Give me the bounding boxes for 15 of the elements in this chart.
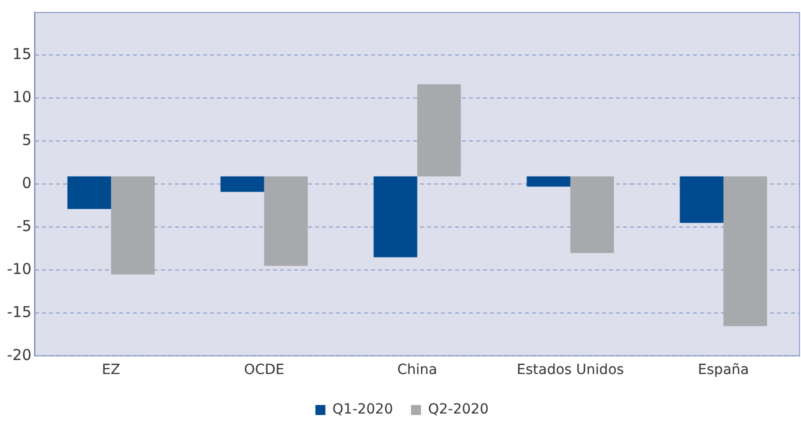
y-tick-label: 5 (22, 130, 32, 149)
legend-label: Q2-2020 (428, 402, 489, 418)
x-tick-label: España (698, 362, 749, 378)
x-tick-label: Estados Unidos (516, 362, 624, 378)
legend-label: Q1-2020 (332, 402, 393, 418)
y-tick-label: -20 (7, 346, 32, 364)
y-tick-label: -15 (7, 303, 32, 322)
x-tick-label: EZ (102, 362, 120, 378)
y-tick-label: 15 (12, 44, 32, 63)
y-tick-label: 0 (22, 174, 32, 192)
y-tick-label: 10 (12, 88, 32, 106)
x-tick-label: OCDE (244, 362, 284, 378)
y-tick-label: -10 (7, 260, 32, 278)
x-tick-label: China (397, 362, 438, 378)
y-tick-label: -5 (16, 217, 32, 236)
